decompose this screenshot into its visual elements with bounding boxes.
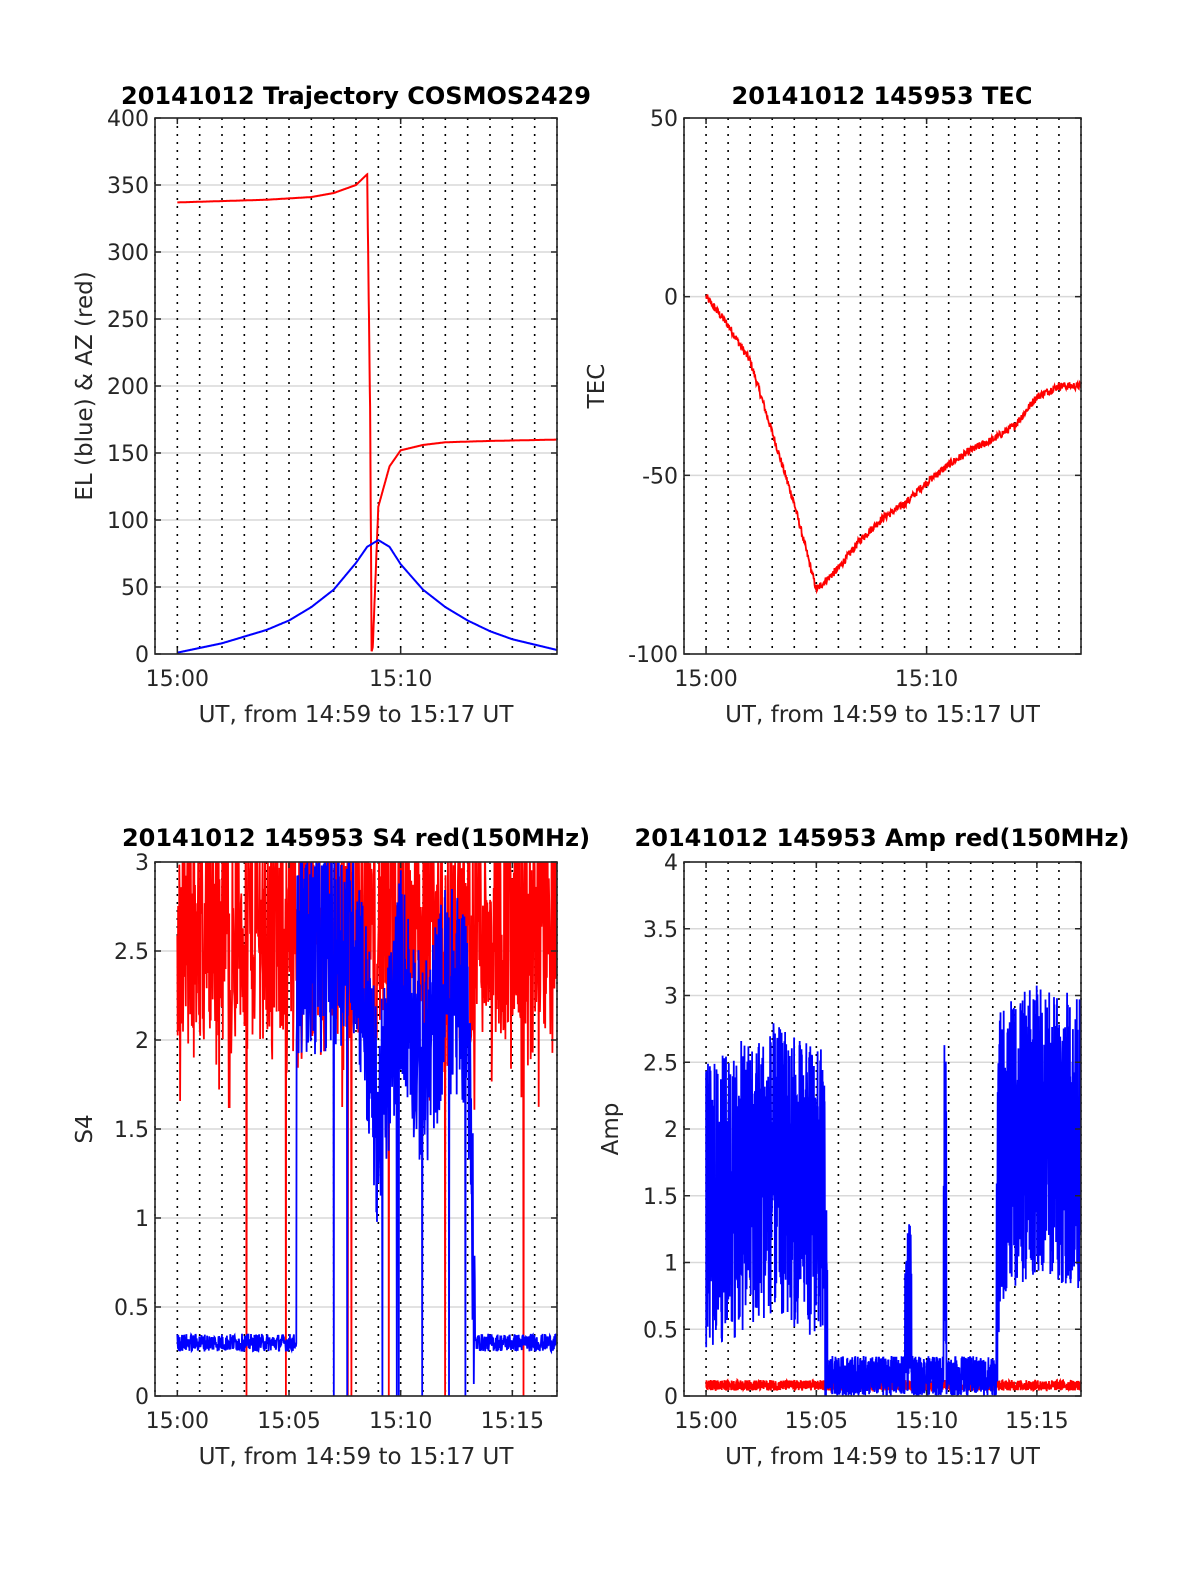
y-tick-label: 4 (664, 851, 678, 876)
y-tick-label: 3 (135, 851, 149, 876)
y-tick-label: 0 (664, 1385, 678, 1410)
y-axis-label: Amp (598, 1103, 624, 1156)
y-tick-label: 3.5 (643, 918, 678, 943)
chart-amp: 0 0.5 1 1.5 2 2.5 3 3.5 4 15:00 15:05 15:10 15:15 201… (598, 824, 1129, 1470)
x-tick-label: 15:10 (369, 667, 432, 692)
chart-title: 20141012 Trajectory COSMOS2429 (121, 82, 591, 110)
series-line-0 (177, 172, 557, 652)
chart-trajectory: 0 50 100 150 200 250 300 350 400 15:00 15:10 201410… (72, 82, 591, 728)
x-tick-label: 15:00 (674, 1409, 737, 1434)
y-tick-label: 3 (664, 985, 678, 1010)
y-axis-label: TEC (584, 364, 610, 410)
plot-area (705, 294, 1081, 595)
y-tick-label: 1 (664, 1252, 678, 1277)
plot-area (705, 985, 1081, 1396)
x-axis-label: UT, from 14:59 to 15:17 UT (199, 1444, 515, 1470)
x-tick-label: 15:15 (481, 1409, 544, 1434)
x-tick-label: 15:15 (1005, 1409, 1068, 1434)
x-tick-label: 15:05 (785, 1409, 848, 1434)
chart-s4: 0 0.5 1 1.5 2 2.5 3 15:00 15:05 15:10 15:15 2014101… (72, 824, 590, 1470)
y-tick-label: 300 (107, 241, 149, 266)
x-tick-label: 15:10 (895, 1409, 958, 1434)
y-tick-label: 2 (664, 1118, 678, 1143)
y-tick-label: 50 (121, 576, 149, 601)
chart-title: 20141012 145953 S4 red(150MHz) (122, 824, 590, 852)
y-tick-label: 0 (135, 1385, 149, 1410)
y-axis-label: S4 (72, 1114, 98, 1143)
y-tick-label: -100 (628, 643, 678, 668)
chart-tec: -100 -50 0 50 15:00 15:10 20141012 145953 TEC U… (584, 82, 1082, 728)
y-tick-label: 1.5 (114, 1118, 149, 1143)
y-tick-label: 350 (107, 174, 149, 199)
y-tick-label: -50 (642, 464, 678, 489)
x-axis-label: UT, from 14:59 to 15:17 UT (725, 702, 1041, 728)
chart-title: 20141012 145953 TEC (732, 82, 1033, 110)
y-tick-label: 50 (650, 107, 678, 132)
y-tick-label: 150 (107, 442, 149, 467)
y-tick-label: 0 (135, 643, 149, 668)
series-line-0 (705, 294, 1081, 595)
x-tick-label: 15:00 (146, 667, 209, 692)
y-tick-label: 0.5 (114, 1296, 149, 1321)
chart-title: 20141012 145953 Amp red(150MHz) (635, 824, 1130, 852)
y-tick-label: 2.5 (114, 940, 149, 965)
y-tick-label: 250 (107, 308, 149, 333)
series-line-1 (176, 862, 557, 1396)
y-tick-label: 0 (664, 286, 678, 311)
x-axis-label: UT, from 14:59 to 15:17 UT (199, 702, 515, 728)
y-tick-label: 1 (135, 1207, 149, 1232)
x-axis-label: UT, from 14:59 to 15:17 UT (725, 1444, 1041, 1470)
y-tick-label: 2.5 (643, 1051, 678, 1076)
x-tick-label: 15:10 (895, 667, 958, 692)
y-tick-label: 1.5 (643, 1185, 678, 1210)
y-tick-label: 200 (107, 375, 149, 400)
x-tick-label: 15:05 (257, 1409, 320, 1434)
x-tick-label: 15:00 (146, 1409, 209, 1434)
series-line-0 (176, 862, 557, 1396)
y-tick-label: 400 (107, 107, 149, 132)
y-axis-label: EL (blue) & AZ (red) (72, 271, 98, 500)
x-tick-label: 15:00 (674, 667, 737, 692)
y-tick-label: 0.5 (643, 1318, 678, 1343)
plot-area (176, 172, 557, 654)
y-tick-label: 100 (107, 509, 149, 534)
y-tick-label: 2 (135, 1029, 149, 1054)
series-line-1 (176, 539, 557, 654)
plot-area (176, 862, 557, 1396)
series-line-1 (705, 985, 1081, 1396)
x-tick-label: 15:10 (369, 1409, 432, 1434)
axes-box (683, 117, 1082, 655)
